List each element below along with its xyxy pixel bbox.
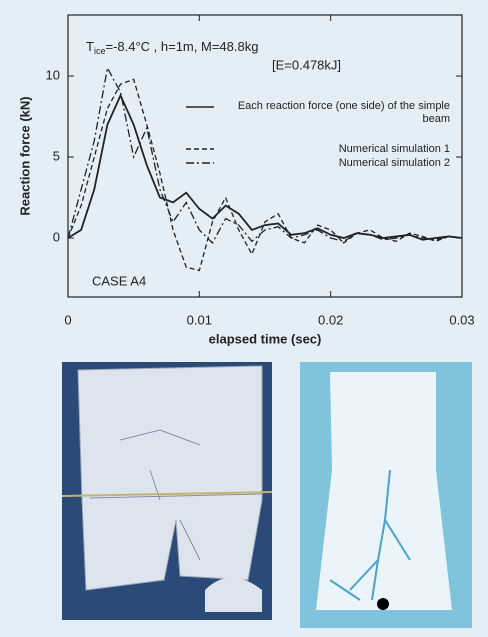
legend-label: Each reaction force (one side) of the si… — [237, 100, 450, 125]
y-tick-label: 10 — [46, 68, 60, 83]
series-line — [67, 78, 463, 272]
annotation: CASE A4 — [92, 273, 146, 288]
annotation: [E=0.478kJ] — [272, 57, 341, 72]
x-tick-label: 0.01 — [187, 312, 212, 327]
series-line — [67, 66, 463, 244]
y-tick-label: 5 — [53, 148, 60, 163]
series-line — [67, 93, 463, 241]
annotation: Tice=-8.4°C , h=1m, M=48.8kg — [86, 39, 258, 56]
x-tick-label: 0.02 — [318, 312, 343, 327]
x-tick-label: 0 — [64, 312, 71, 327]
photo — [61, 362, 273, 620]
plot-frame — [67, 14, 463, 298]
x-axis-label: elapsed time (sec) — [209, 331, 322, 346]
y-tick-label: 0 — [53, 229, 60, 244]
legend-label: Numerical simulation 1 — [338, 143, 450, 155]
simulation-image — [300, 362, 472, 628]
x-tick-label: 0.03 — [449, 312, 474, 327]
legend-label: Numerical simulation 2 — [338, 157, 450, 169]
y-axis-label: Reaction force (kN) — [17, 96, 32, 215]
